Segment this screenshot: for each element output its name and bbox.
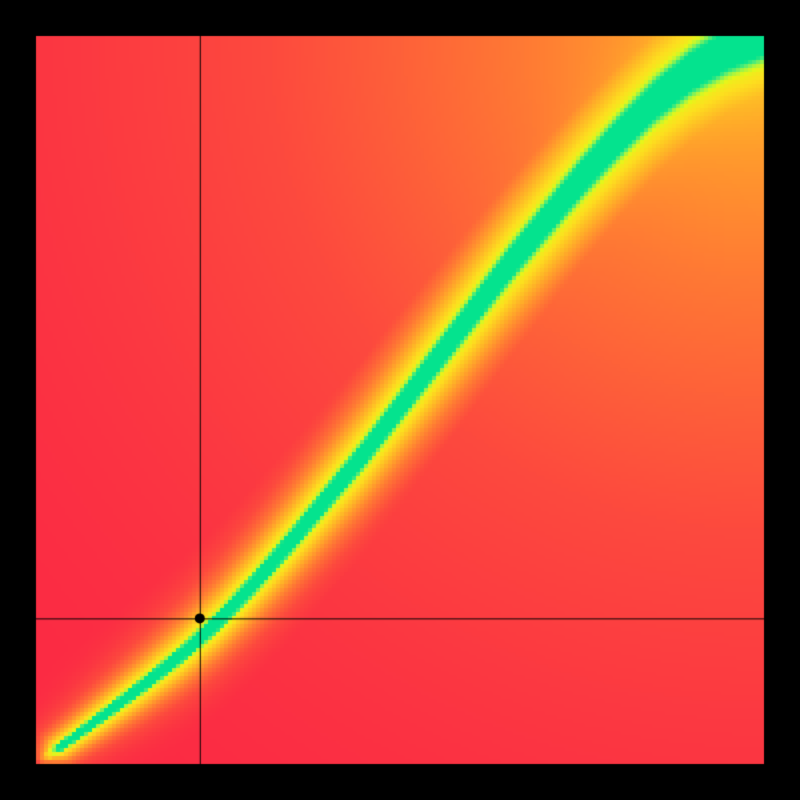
bottleneck-heatmap xyxy=(0,0,800,800)
chart-container: TheBottleneck.com xyxy=(0,0,800,800)
